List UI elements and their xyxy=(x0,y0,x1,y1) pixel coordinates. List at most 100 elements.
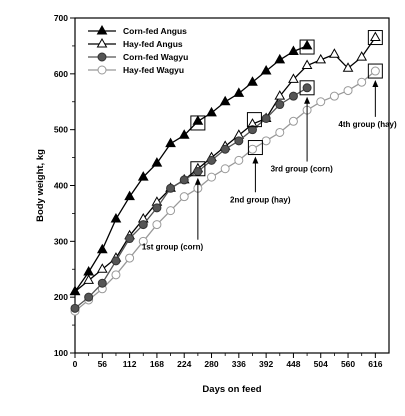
annotation-label: 3rd group (corn) xyxy=(271,165,334,174)
highlight-box xyxy=(246,112,262,128)
legend-marker xyxy=(96,24,108,35)
data-point xyxy=(288,45,299,55)
legend-marker xyxy=(97,52,107,62)
data-point xyxy=(110,212,122,223)
data-point xyxy=(151,157,163,167)
data-point xyxy=(343,86,353,96)
annotation-label: 1st group (corn) xyxy=(142,243,204,252)
data-point xyxy=(179,175,189,185)
data-point xyxy=(69,285,81,296)
data-point xyxy=(233,87,245,97)
annotation-arrowhead xyxy=(304,96,311,104)
data-point xyxy=(220,164,230,174)
y-tick-label: 500 xyxy=(54,125,68,135)
highlight-box xyxy=(247,140,263,156)
annotation-label: 4th group (hay) xyxy=(338,120,397,129)
data-point xyxy=(370,66,380,76)
highlight-box xyxy=(367,63,383,79)
highlight-box xyxy=(299,80,315,96)
data-point xyxy=(274,53,286,64)
data-point xyxy=(342,62,354,72)
legend-label: Corn-fed Wagyu xyxy=(123,52,188,62)
data-point xyxy=(125,253,135,263)
x-tick-label: 336 xyxy=(232,359,246,369)
data-point xyxy=(192,115,204,125)
x-axis-title: Days on feed xyxy=(202,384,261,395)
data-point xyxy=(275,100,285,110)
y-axis-title: Body weight, kg xyxy=(35,149,46,222)
data-point xyxy=(219,95,231,106)
data-point xyxy=(111,270,121,280)
data-point xyxy=(288,91,298,101)
data-point xyxy=(207,172,217,182)
x-tick-label: 616 xyxy=(368,359,382,369)
y-tick-label: 100 xyxy=(54,348,68,358)
data-point xyxy=(329,91,339,101)
data-point xyxy=(316,97,326,107)
data-point xyxy=(96,263,108,273)
legend-label: Hay-fed Angus xyxy=(123,39,183,49)
data-point xyxy=(152,220,162,230)
highlight-box xyxy=(367,30,383,46)
annotation-arrowhead xyxy=(252,156,259,164)
data-point xyxy=(83,274,95,284)
data-point xyxy=(315,53,327,64)
data-point xyxy=(165,137,176,148)
x-tick-label: 392 xyxy=(259,359,273,369)
data-point xyxy=(125,234,135,244)
data-point xyxy=(70,303,80,313)
y-tick-label: 200 xyxy=(54,292,68,302)
data-point xyxy=(137,171,149,181)
legend: Corn-fed Angus Hay-fed Angus Corn-fed Wagy… xyxy=(88,24,188,75)
data-point xyxy=(288,116,298,126)
data-point xyxy=(96,243,108,254)
data-point xyxy=(84,292,94,302)
data-point xyxy=(178,129,190,139)
x-tick-label: 168 xyxy=(150,359,164,369)
data-point xyxy=(357,77,367,87)
annotation-arrowhead xyxy=(372,80,379,88)
data-point xyxy=(111,256,121,266)
y-tick-label: 600 xyxy=(54,69,68,79)
data-point xyxy=(247,125,257,135)
data-point xyxy=(166,206,176,216)
data-point xyxy=(260,65,272,75)
x-tick-label: 112 xyxy=(123,359,137,369)
x-tick-label: 560 xyxy=(341,359,355,369)
data-point xyxy=(179,192,189,202)
data-point xyxy=(261,114,271,123)
data-point xyxy=(261,136,271,146)
highlight-box xyxy=(190,115,206,131)
data-point xyxy=(138,220,148,230)
x-tick-label: 0 xyxy=(73,359,78,369)
data-point xyxy=(247,144,257,154)
data-point xyxy=(152,203,162,213)
data-point xyxy=(302,83,312,93)
data-point xyxy=(166,183,176,193)
x-tick-label: 280 xyxy=(204,359,218,369)
data-point xyxy=(193,167,203,177)
legend-label: Hay-fed Wagyu xyxy=(123,65,184,75)
data-point xyxy=(234,155,244,165)
data-point xyxy=(301,59,313,69)
highlight-box xyxy=(299,39,315,55)
data-point xyxy=(356,51,368,61)
data-point xyxy=(329,48,340,58)
data-point xyxy=(275,127,285,137)
x-tick-label: 224 xyxy=(177,359,191,369)
y-tick-label: 400 xyxy=(54,181,68,191)
y-tick-label: 300 xyxy=(54,236,68,246)
legend-marker xyxy=(97,65,107,75)
data-point xyxy=(97,278,107,288)
legend-label: Corn-fed Angus xyxy=(123,26,187,36)
data-point xyxy=(206,106,217,117)
highlight-box xyxy=(190,161,206,177)
series-hay-fed-angus xyxy=(69,31,381,296)
x-tick-label: 504 xyxy=(314,359,328,369)
data-point xyxy=(288,73,299,83)
data-point xyxy=(138,236,148,246)
data-point xyxy=(274,90,286,100)
data-point xyxy=(369,31,381,42)
